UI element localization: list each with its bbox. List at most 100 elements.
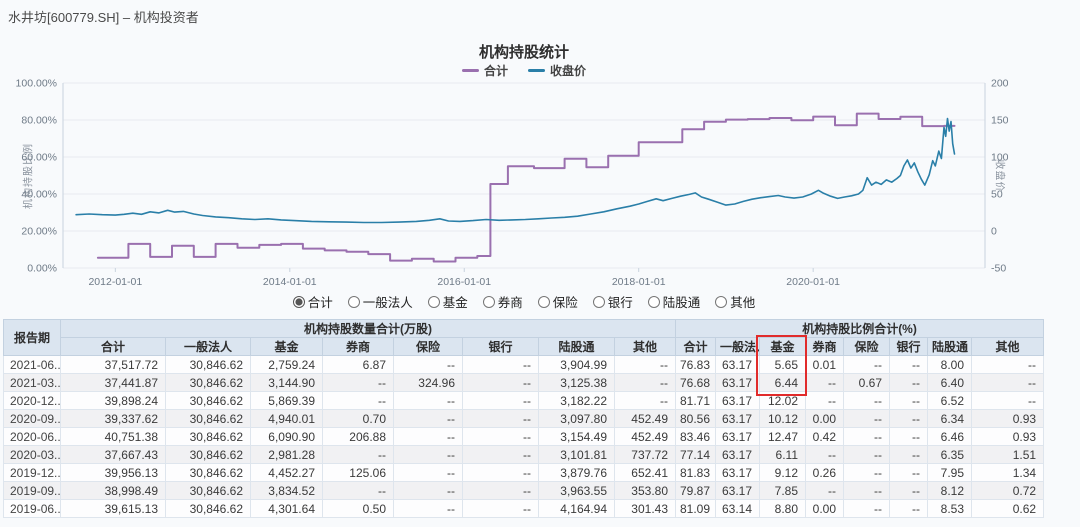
filter-option-2[interactable]: 基金 xyxy=(427,292,468,311)
x-tick-label: 2016-01-01 xyxy=(437,276,491,288)
value-cell: -- xyxy=(393,355,463,374)
value-cell: 4,164.94 xyxy=(538,499,615,518)
value-cell: 6.40 xyxy=(927,373,972,392)
value-cell: -- xyxy=(393,427,463,446)
radio-7[interactable] xyxy=(715,295,728,308)
filter-option-0[interactable]: 合计 xyxy=(292,292,333,311)
col-header-g0-2[interactable]: 基金 xyxy=(250,337,323,356)
col-header-g0-7[interactable]: 其他 xyxy=(614,337,676,356)
value-cell: -- xyxy=(889,409,928,428)
legend-item-close-price[interactable]: 收盘价 xyxy=(528,62,586,79)
legend-item-total[interactable]: 合计 xyxy=(461,62,508,79)
col-header-g1-2[interactable]: 基金 xyxy=(759,337,806,356)
value-cell: 353.80 xyxy=(614,481,676,500)
value-cell: 9.12 xyxy=(759,463,806,482)
col-header-g1-7[interactable]: 其他 xyxy=(970,337,1045,356)
value-cell: 30,846.62 xyxy=(165,409,251,428)
value-cell: 63.14 xyxy=(715,499,760,518)
table-row-7[interactable]: 2019-09... 38,998.49 30,846.62 3,834.52 -- --… xyxy=(3,481,1045,500)
value-cell: -- xyxy=(970,355,1045,374)
col-header-g1-1[interactable]: 一般法人 xyxy=(715,337,760,356)
value-cell: 3,182.22 xyxy=(538,391,615,410)
value-cell: -- xyxy=(393,463,463,482)
table-row-0[interactable]: 2021-06... 37,517.72 30,846.62 2,759.24 6.87… xyxy=(3,355,1045,374)
value-cell: -- xyxy=(889,481,928,500)
table-row-2[interactable]: 2020-12... 39,898.24 30,846.62 5,869.39 -- --… xyxy=(3,391,1045,410)
radio-4[interactable] xyxy=(537,295,550,308)
col-header-g1-0[interactable]: 合计 xyxy=(675,337,716,356)
value-cell: 30,846.62 xyxy=(165,499,251,518)
chart-legend: 合计 收盘价 xyxy=(0,62,1048,79)
left-tick-label: 80.00% xyxy=(21,115,57,127)
filter-option-3[interactable]: 券商 xyxy=(482,292,523,311)
filter-option-1[interactable]: 一般法人 xyxy=(347,292,413,311)
value-cell: 652.41 xyxy=(614,463,676,482)
filter-option-5[interactable]: 银行 xyxy=(592,292,633,311)
value-cell: 6.11 xyxy=(759,445,806,464)
col-header-g0-1[interactable]: 一般法人 xyxy=(165,337,251,356)
value-cell: 76.68 xyxy=(675,373,716,392)
radio-3[interactable] xyxy=(482,295,495,308)
col-header-g1-3[interactable]: 券商 xyxy=(805,337,844,356)
filter-option-label: 基金 xyxy=(442,296,468,310)
report-period-cell: 2019-12... xyxy=(3,463,61,482)
value-cell: -- xyxy=(462,463,539,482)
radio-2[interactable] xyxy=(427,295,440,308)
filter-option-7[interactable]: 其他 xyxy=(715,292,755,311)
radio-1[interactable] xyxy=(347,295,360,308)
col-header-g0-0[interactable]: 合计 xyxy=(60,337,166,356)
value-cell: -- xyxy=(889,427,928,446)
col-header-g1-6[interactable]: 陆股通 xyxy=(927,337,972,356)
series-filter-group: 合计 一般法人 基金 券商 保险 银行 陆股通 其他 xyxy=(0,292,1048,311)
radio-5[interactable] xyxy=(592,295,605,308)
value-cell: -- xyxy=(462,445,539,464)
table-row-8[interactable]: 2019-06... 39,615.13 30,846.62 4,301.64 0.50… xyxy=(3,499,1045,518)
value-cell: -- xyxy=(843,391,890,410)
filter-option-4[interactable]: 保险 xyxy=(537,292,578,311)
filter-option-label: 银行 xyxy=(607,296,633,310)
value-cell: -- xyxy=(462,391,539,410)
col-header-g0-3[interactable]: 券商 xyxy=(322,337,394,356)
value-cell: 5,869.39 xyxy=(250,391,323,410)
value-cell: 6.52 xyxy=(927,391,972,410)
radio-0[interactable] xyxy=(292,295,305,308)
col-header-g0-5[interactable]: 银行 xyxy=(462,337,539,356)
value-cell: -- xyxy=(843,463,890,482)
right-tick-label: 100 xyxy=(991,152,1009,164)
x-tick-label: 2020-01-01 xyxy=(786,276,840,288)
value-cell: 0.50 xyxy=(322,499,394,518)
value-cell: -- xyxy=(462,427,539,446)
table-row-3[interactable]: 2020-09... 39,337.62 30,846.62 4,940.01 0.70… xyxy=(3,409,1045,428)
value-cell: -- xyxy=(889,355,928,374)
value-cell: 0.00 xyxy=(805,499,844,518)
value-cell: 452.49 xyxy=(614,427,676,446)
radio-6[interactable] xyxy=(647,295,660,308)
table-row-4[interactable]: 2020-06... 40,751.38 30,846.62 6,090.90 206.… xyxy=(3,427,1045,446)
value-cell: 125.06 xyxy=(322,463,394,482)
chart-canvas[interactable]: 100.00% 80.00% 60.00% 40.00% 20.00% 0.00% 200 1… xyxy=(0,0,1080,292)
filter-option-6[interactable]: 陆股通 xyxy=(647,292,700,311)
filter-option-label: 合计 xyxy=(307,296,333,310)
table-row-5[interactable]: 2020-03... 37,667.43 30,846.62 2,981.28 -- --… xyxy=(3,445,1045,464)
report-period-cell: 2021-03... xyxy=(3,373,61,392)
value-cell: 0.01 xyxy=(805,355,844,374)
value-cell: 8.00 xyxy=(927,355,972,374)
value-cell: -- xyxy=(614,373,676,392)
value-cell: 30,846.62 xyxy=(165,427,251,446)
col-header-g1-4[interactable]: 保险 xyxy=(843,337,890,356)
value-cell: 0.67 xyxy=(843,373,890,392)
table-row-6[interactable]: 2019-12... 39,956.13 30,846.62 4,452.27 125.… xyxy=(3,463,1045,482)
legend-line-swatch xyxy=(461,69,479,72)
table-row-1[interactable]: 2021-03... 37,441.87 30,846.62 3,144.90 -- 32… xyxy=(3,373,1045,392)
col-header-g0-4[interactable]: 保险 xyxy=(393,337,463,356)
right-tick-label: 200 xyxy=(991,78,1009,90)
filter-option-label: 保险 xyxy=(552,296,578,310)
value-cell: 39,337.62 xyxy=(60,409,166,428)
right-tick-label: 150 xyxy=(991,115,1009,127)
value-cell: -- xyxy=(889,391,928,410)
col-header-g1-5[interactable]: 银行 xyxy=(889,337,928,356)
report-period-cell: 2019-06... xyxy=(3,499,61,518)
col-header-g0-6[interactable]: 陆股通 xyxy=(538,337,615,356)
report-period-header[interactable]: 报告期 xyxy=(3,319,61,356)
